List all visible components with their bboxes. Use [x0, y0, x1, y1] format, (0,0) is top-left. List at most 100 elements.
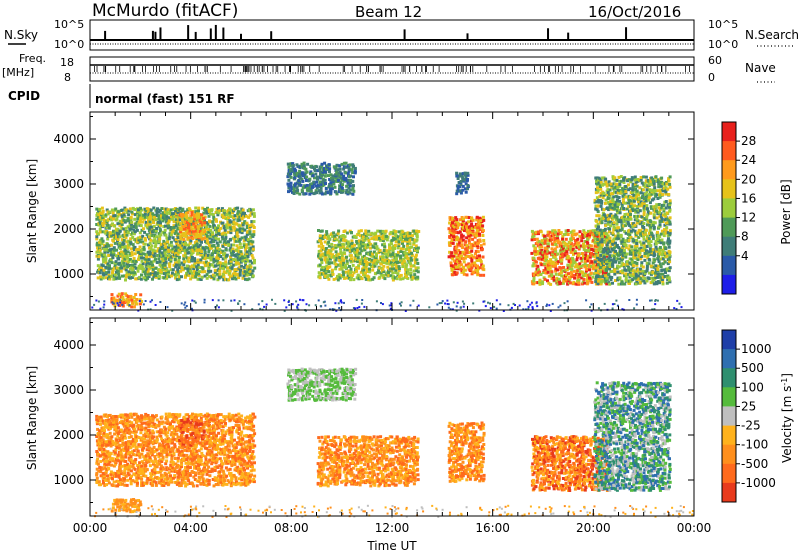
echo-cell: [410, 271, 413, 274]
echo-cell: [618, 196, 621, 199]
echo-cell: [212, 213, 215, 216]
echo-cell: [584, 253, 587, 256]
echo-cell: [127, 250, 130, 253]
echo-cell: [569, 281, 572, 284]
echo-cell: [208, 225, 211, 228]
echo-cell: [588, 277, 591, 280]
echo-cell: [306, 187, 309, 190]
echo-cell: [335, 263, 338, 266]
echo-cell: [350, 231, 353, 234]
echo-cell: [172, 268, 175, 271]
echo-cell: [351, 180, 354, 183]
echo-cell: [622, 207, 625, 210]
echo-cell: [532, 257, 535, 260]
echo-cell: [150, 226, 153, 229]
echo-cell: [405, 264, 408, 267]
freq-panel: Freq. [MHz] 18 8 60 0 Nave: [2, 52, 776, 84]
echo-region: [594, 175, 672, 286]
echo-cell: [550, 270, 553, 273]
echo-cell: [170, 233, 173, 236]
echo-cell: [482, 219, 485, 222]
echo-cell: [197, 207, 200, 210]
power-echoes: [91, 162, 682, 312]
echo-cell: [154, 249, 157, 252]
echo-cell: [209, 270, 212, 273]
echo-cell: [480, 260, 483, 263]
echo-cell: [211, 208, 214, 211]
echo-cell: [328, 163, 331, 166]
echo-cell: [479, 219, 482, 222]
cpid-label: CPID: [8, 89, 40, 103]
echo-cell: [466, 273, 469, 276]
nsky-tick-top: 10^5: [54, 18, 84, 31]
echo-cell: [236, 228, 239, 231]
echo-cell: [320, 187, 323, 190]
echo-cell: [636, 185, 639, 188]
echo-cell: [467, 220, 470, 223]
echo-cell: [567, 255, 570, 258]
echo-cell: [544, 242, 547, 245]
echo-cell: [171, 212, 174, 215]
echo-cell: [575, 258, 578, 261]
echo-cell: [170, 244, 173, 247]
echo-cell: [218, 270, 221, 273]
echo-cell: [216, 242, 219, 245]
echo-cell: [481, 267, 484, 270]
echo-cell: [373, 276, 376, 279]
echo-cell: [558, 278, 561, 281]
echo-cell: [188, 230, 191, 233]
echo-cell: [157, 258, 160, 261]
echo-cell: [578, 262, 581, 265]
echo-cell: [625, 276, 628, 279]
echo-cell: [592, 248, 595, 251]
echo-cell: [460, 243, 463, 246]
echo-cell: [321, 266, 324, 269]
echo-cell: [215, 237, 218, 240]
echo-region: [286, 162, 357, 196]
echo-cell: [599, 254, 602, 257]
echo-cell: [187, 211, 190, 214]
echo-cell: [107, 271, 110, 274]
echo-cell: [209, 220, 212, 223]
echo-cell: [133, 218, 136, 221]
date-title: 16/Oct/2016: [588, 3, 681, 21]
echo-cell: [417, 230, 420, 233]
echo-cell: [327, 278, 330, 281]
echo-cell: [456, 271, 459, 274]
echo-cell: [159, 263, 162, 266]
echo-cell: [102, 277, 105, 280]
echo-cell: [367, 230, 370, 233]
echo-cell: [481, 224, 484, 227]
echo-cell: [203, 237, 206, 240]
echo-cell: [164, 254, 167, 257]
echo-cell: [640, 261, 643, 264]
echo-cell: [355, 240, 358, 243]
echo-cell: [133, 257, 136, 260]
echo-cell: [635, 282, 638, 285]
echo-cell: [360, 229, 363, 232]
echo-cell: [334, 186, 337, 189]
echo-cell: [452, 235, 455, 238]
echo-cell: [482, 216, 485, 219]
echo-cell: [243, 212, 246, 215]
echo-cell: [382, 268, 385, 271]
echo-cell: [583, 282, 586, 285]
echo-cell: [239, 243, 242, 246]
echo-cell: [576, 238, 579, 241]
echo-cell: [99, 231, 102, 234]
echo-cell: [466, 178, 469, 181]
echo-cell: [209, 212, 212, 215]
echo-cell: [642, 222, 645, 225]
echo-cell: [369, 247, 372, 250]
echo-cell: [619, 276, 622, 279]
echo-cell: [590, 252, 593, 255]
nave-tick-bottom: 0: [708, 71, 715, 84]
echo-cell: [331, 187, 334, 190]
echo-cell: [481, 248, 484, 251]
echo-cell: [130, 220, 133, 223]
echo-cell: [253, 212, 256, 215]
echo-cell: [385, 230, 388, 233]
echo-cell: [416, 249, 419, 252]
echo-cell: [643, 259, 646, 262]
echo-cell: [146, 256, 149, 259]
